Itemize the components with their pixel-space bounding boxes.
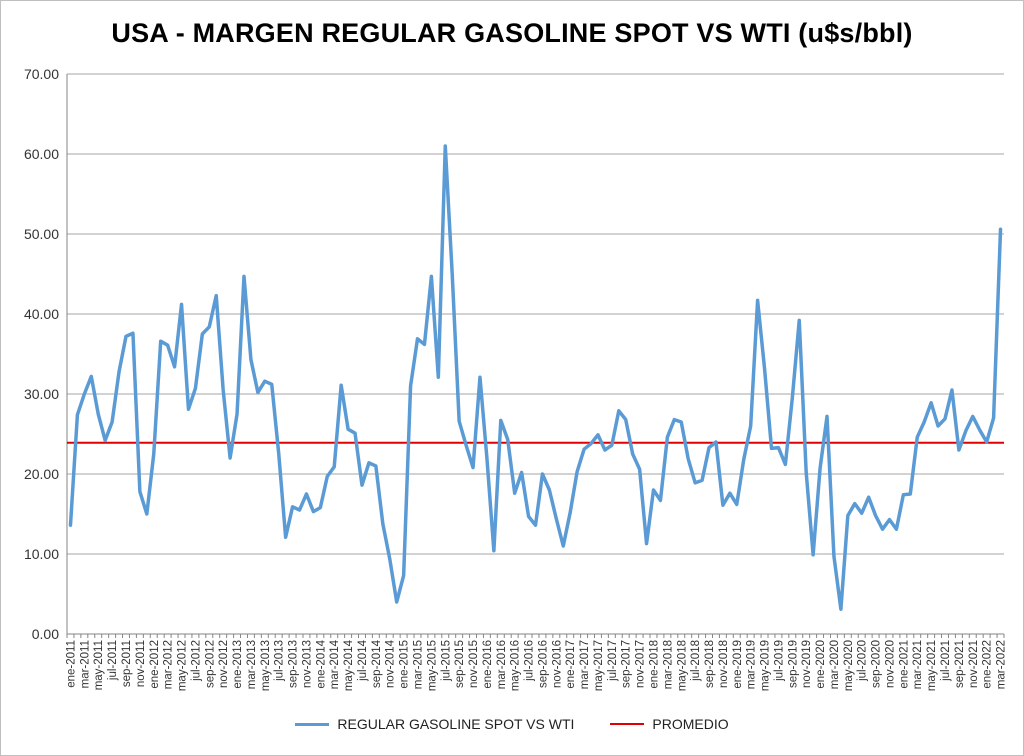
legend-swatch-promedio (610, 723, 645, 725)
x-tick-label: may-2012 (177, 640, 189, 691)
legend: REGULAR GASOLINE SPOT VS WTI PROMEDIO (0, 716, 1024, 732)
x-tick-label: may-2011 (93, 640, 105, 690)
legend-swatch-gasoline (295, 722, 330, 726)
x-tick-label: jul-2014 (357, 639, 369, 682)
x-tick-label: mar-2013 (246, 640, 258, 689)
x-tick-label: nov-2016 (551, 640, 563, 688)
x-tick-label: jul-2020 (857, 640, 869, 682)
x-tick-label: ene-2011 (65, 640, 77, 688)
legend-item-gasoline: REGULAR GASOLINE SPOT VS WTI (295, 716, 574, 732)
x-tick-label: mar-2019 (746, 640, 758, 689)
x-tick-label: ene-2015 (399, 640, 411, 689)
x-tick-label: mar-2012 (163, 640, 175, 689)
y-tick-label: 0.00 (32, 626, 59, 642)
x-tick-label: mar-2021 (912, 640, 924, 689)
x-tick-label: jul-2018 (690, 640, 702, 682)
x-tick-label: may-2019 (760, 640, 772, 691)
x-tick-label: may-2015 (426, 640, 438, 691)
chart-title: USA - MARGEN REGULAR GASOLINE SPOT VS WT… (111, 18, 913, 48)
x-tick-label: may-2014 (343, 639, 355, 691)
x-tick-label: ene-2013 (232, 640, 244, 689)
x-tick-label: ene-2019 (732, 640, 744, 689)
y-tick-label: 20.00 (24, 466, 59, 482)
x-tick-label: may-2021 (926, 640, 938, 691)
x-tick-label: may-2018 (676, 640, 688, 691)
x-tick-label: sep-2020 (871, 640, 883, 688)
x-tick-label: sep-2011 (121, 640, 133, 687)
x-tick-label: mar-2014 (329, 639, 341, 689)
x-tick-label: may-2017 (593, 640, 605, 691)
x-tick-label: jul-2016 (524, 640, 536, 682)
x-tick-label: nov-2012 (218, 640, 230, 688)
y-tick-label: 60.00 (24, 146, 59, 162)
x-tick-label: jul-2012 (190, 640, 202, 682)
y-tick-label: 50.00 (24, 226, 59, 242)
x-tick-label: sep-2015 (454, 640, 466, 688)
x-tick-label: sep-2017 (621, 640, 633, 688)
x-tick-label: sep-2021 (954, 640, 966, 688)
x-tick-label: nov-2020 (884, 640, 896, 688)
x-tick-label: mar-2015 (413, 640, 425, 689)
x-tick-label: ene-2022 (982, 640, 994, 689)
x-tick-label: ene-2017 (565, 640, 577, 689)
x-tick-label: jul-2011 (107, 640, 119, 681)
x-tick-label: nov-2013 (301, 640, 313, 688)
x-tick-label: sep-2019 (787, 640, 799, 688)
x-tick-label: sep-2016 (537, 640, 549, 688)
x-tick-label: mar-2016 (496, 640, 508, 689)
x-tick-label: nov-2019 (801, 640, 813, 688)
x-tick-label: jul-2017 (607, 640, 619, 682)
series-gasoline-line (68, 144, 1003, 611)
x-tick-label: ene-2016 (482, 640, 494, 689)
x-tick-label: mar-2011 (79, 640, 91, 688)
x-tick-label: sep-2014 (371, 639, 383, 688)
x-tick-label: nov-2011 (135, 640, 147, 687)
x-tick-label: nov-2021 (968, 640, 980, 688)
x-tick-label: ene-2021 (898, 640, 910, 689)
x-tick-label: nov-2014 (385, 639, 397, 688)
y-tick-label: 10.00 (24, 546, 59, 562)
x-tick-label: jul-2019 (773, 640, 785, 682)
x-tick-label: ene-2014 (315, 639, 327, 688)
legend-item-promedio: PROMEDIO (610, 716, 729, 732)
x-tick-label: jul-2021 (940, 640, 952, 682)
x-tick-label: nov-2017 (635, 640, 647, 688)
x-tick-label: sep-2012 (204, 640, 216, 688)
x-tick-label: nov-2015 (468, 640, 480, 688)
y-tick-label: 70.00 (24, 66, 59, 82)
y-tick-label: 40.00 (24, 306, 59, 322)
x-tick-label: mar-2018 (662, 640, 674, 689)
legend-label-promedio: PROMEDIO (652, 716, 729, 732)
x-tick-label: jul-2013 (274, 640, 286, 682)
x-tick-label: ene-2020 (815, 640, 827, 689)
x-tick-label: mar-2022 (996, 640, 1008, 689)
x-tick-label: sep-2013 (288, 640, 300, 688)
x-tick-label: may-2016 (510, 640, 522, 691)
x-tick-label: mar-2020 (829, 640, 841, 689)
y-tick-label: 30.00 (24, 386, 59, 402)
x-tick-label: may-2020 (843, 640, 855, 691)
x-tick-label: ene-2018 (648, 640, 660, 689)
x-tick-label: may-2013 (260, 640, 272, 691)
x-tick-label: ene-2012 (149, 640, 161, 689)
x-tick-label: nov-2018 (718, 640, 730, 688)
legend-label-gasoline: REGULAR GASOLINE SPOT VS WTI (337, 716, 575, 732)
x-tick-label: sep-2018 (704, 640, 716, 688)
x-tick-label: mar-2017 (579, 640, 591, 689)
x-tick-label: jul-2015 (440, 640, 452, 682)
